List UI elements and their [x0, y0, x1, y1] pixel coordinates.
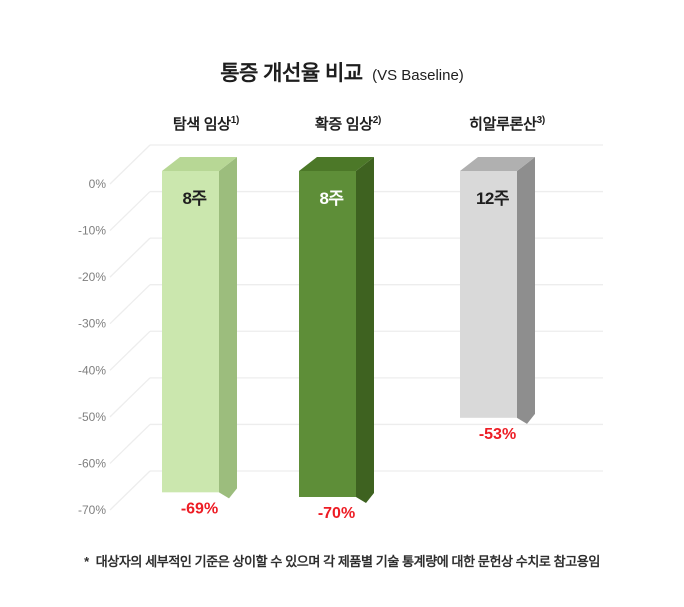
- y-axis-tick-label: -60%: [78, 456, 106, 470]
- bar-side-face: [356, 157, 374, 503]
- asterisk-marker: *: [84, 554, 89, 569]
- bar-duration-label: 8주: [182, 189, 207, 208]
- y-axis-tick-label: -50%: [78, 410, 106, 424]
- gridline-diagonal: [109, 191, 151, 232]
- bar-side-face: [517, 157, 535, 424]
- gridline-diagonal: [109, 423, 151, 464]
- bar-top-face: [162, 157, 237, 171]
- bar-top-face: [299, 157, 374, 171]
- column-header-label: 탐색 임상: [172, 116, 231, 133]
- gridline-diagonal: [109, 470, 151, 511]
- bar-front-face: [162, 171, 219, 493]
- bar-value-label: -69%: [181, 500, 218, 517]
- chart-title-main: 통증 개선율 비교: [220, 62, 363, 85]
- footnote-text: 대상자의 세부적인 기준은 상이할 수 있으며 각 제품별 기술 통계량에 대한…: [95, 554, 601, 569]
- chart-title-suffix: (VS Baseline): [372, 67, 464, 84]
- bar-side-face: [219, 157, 237, 499]
- column-header-label: 히알루론산: [469, 116, 537, 133]
- column-header-confirmatory: 확증 임상2): [315, 113, 381, 134]
- bar-top-face: [460, 157, 535, 171]
- y-axis-tick-label: -70%: [78, 503, 106, 517]
- y-axis-tick-label: 0%: [89, 177, 107, 191]
- y-axis-tick-label: -10%: [78, 224, 106, 238]
- gridline-diagonal: [109, 377, 151, 418]
- y-axis-tick-label: -40%: [78, 363, 106, 377]
- y-axis-tick-label: -20%: [78, 270, 106, 284]
- chart-footnote: * 대상자의 세부적인 기준은 상이할 수 있으며 각 제품별 기술 통계량에 대…: [0, 551, 684, 570]
- bar-duration-label: 8주: [319, 189, 344, 208]
- footnote-ref-3: 3): [536, 115, 546, 126]
- bar-value-label: -70%: [318, 505, 355, 522]
- bar-value-label: -53%: [479, 426, 516, 443]
- chart-title: 통증 개선율 비교 (VS Baseline): [0, 57, 684, 87]
- bar-front-face: [460, 171, 517, 418]
- gridline-diagonal: [109, 144, 151, 185]
- y-axis-tick-label: -30%: [78, 317, 106, 331]
- footnote-ref-2: 2): [372, 115, 382, 126]
- bar-front-face: [299, 171, 356, 497]
- bar-duration-label: 12주: [476, 189, 510, 208]
- gridline-diagonal: [109, 284, 151, 325]
- column-header-hyaluronic: 히알루론산3): [469, 113, 545, 134]
- footnote-ref-1: 1): [230, 115, 240, 126]
- gridline-diagonal: [109, 330, 151, 371]
- column-header-label: 확증 임상: [314, 116, 373, 133]
- gridline-diagonal: [109, 237, 151, 278]
- column-header-exploratory: 탐색 임상1): [173, 113, 239, 134]
